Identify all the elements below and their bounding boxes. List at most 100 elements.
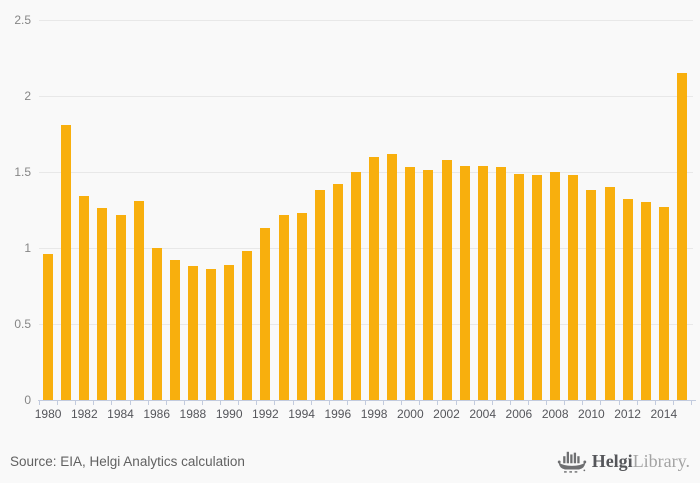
x-axis-tick bbox=[75, 400, 77, 405]
x-axis-tick bbox=[111, 400, 113, 405]
x-axis-label-2006: 2006 bbox=[505, 407, 533, 421]
bar-1991[interactable] bbox=[242, 251, 253, 400]
bar-2006[interactable] bbox=[513, 174, 524, 400]
bar-2004[interactable] bbox=[477, 166, 488, 400]
x-axis-tick bbox=[528, 400, 529, 405]
bar-2008[interactable] bbox=[550, 172, 561, 400]
x-axis-tick bbox=[455, 400, 457, 405]
x-axis-tick bbox=[691, 400, 692, 405]
x-axis-tick bbox=[401, 400, 403, 405]
bar-1982[interactable] bbox=[79, 196, 90, 400]
x-axis-tick bbox=[473, 400, 475, 405]
logo-wordmark: HelgiLibrary. bbox=[592, 451, 690, 471]
bar-2002[interactable] bbox=[441, 160, 452, 400]
bar-2015[interactable] bbox=[676, 73, 687, 400]
bar-2013[interactable] bbox=[640, 202, 651, 400]
bar-2001[interactable] bbox=[423, 170, 434, 400]
x-axis-tick bbox=[346, 400, 348, 405]
x-axis-tick bbox=[419, 400, 421, 405]
x-axis-label-2002: 2002 bbox=[433, 407, 460, 421]
x-axis-label-1990: 1990 bbox=[215, 407, 243, 421]
y-axis-label-2: 2 bbox=[24, 89, 31, 103]
gridline-y-2.5 bbox=[39, 20, 693, 21]
bar-1989[interactable] bbox=[206, 269, 217, 400]
x-axis-tick bbox=[238, 400, 240, 405]
y-axis-label-2.5: 2.5 bbox=[14, 13, 31, 27]
bar-2009[interactable] bbox=[568, 175, 579, 400]
bar-2010[interactable] bbox=[586, 190, 597, 400]
x-axis-tick bbox=[147, 400, 149, 405]
gridline-y-1.5 bbox=[39, 172, 693, 173]
bar-2012[interactable] bbox=[622, 199, 633, 400]
x-axis-tick bbox=[509, 400, 511, 405]
bar-2007[interactable] bbox=[532, 175, 543, 400]
x-axis-label-1980: 1980 bbox=[34, 407, 62, 421]
helgi-library-logo[interactable]: HelgiLibrary. bbox=[557, 448, 690, 475]
bar-1998[interactable] bbox=[369, 157, 380, 400]
x-axis-label-2004: 2004 bbox=[469, 407, 497, 421]
y-axis-label-0.5: 0.5 bbox=[14, 317, 31, 331]
bar-1983[interactable] bbox=[97, 208, 108, 400]
source-note: Source: EIA, Helgi Analytics calculation bbox=[10, 453, 245, 469]
bar-1987[interactable] bbox=[169, 260, 180, 400]
x-axis-tick bbox=[491, 400, 493, 405]
x-axis-tick bbox=[292, 400, 294, 405]
bar-2000[interactable] bbox=[405, 167, 416, 400]
bar-1985[interactable] bbox=[133, 201, 144, 400]
x-axis-tick bbox=[93, 400, 95, 405]
helgi-ship-logo-icon bbox=[557, 448, 587, 475]
bar-1984[interactable] bbox=[115, 215, 126, 400]
x-axis-label-1998: 1998 bbox=[360, 407, 388, 421]
bar-1993[interactable] bbox=[278, 215, 289, 400]
x-axis-tick bbox=[39, 400, 40, 405]
x-axis-tick bbox=[546, 400, 548, 405]
bar-2003[interactable] bbox=[459, 166, 470, 400]
bar-1990[interactable] bbox=[224, 265, 235, 400]
x-axis-label-1986: 1986 bbox=[143, 407, 171, 421]
bar-1995[interactable] bbox=[314, 190, 325, 400]
x-axis-tick bbox=[256, 400, 258, 405]
x-axis-label-1982: 1982 bbox=[70, 407, 98, 421]
bar-1986[interactable] bbox=[151, 248, 162, 400]
bar-1997[interactable] bbox=[350, 172, 361, 400]
bar-2014[interactable] bbox=[658, 207, 669, 400]
gridline-y-0.5 bbox=[39, 324, 693, 325]
x-axis-label-2008: 2008 bbox=[541, 407, 569, 421]
x-axis-label-1994: 1994 bbox=[288, 407, 315, 421]
bar-1996[interactable] bbox=[332, 184, 343, 400]
gridline-y-1 bbox=[39, 248, 693, 249]
x-axis-tick bbox=[636, 400, 638, 405]
bar-1994[interactable] bbox=[296, 213, 307, 400]
bar-2005[interactable] bbox=[495, 167, 506, 400]
x-axis-tick bbox=[672, 400, 674, 405]
x-axis-tick bbox=[437, 400, 439, 405]
x-axis-label-1984: 1984 bbox=[107, 407, 134, 421]
logo-text-helgi: Helgi bbox=[591, 451, 633, 471]
y-axis-label-0: 0 bbox=[24, 393, 31, 407]
x-axis-tick bbox=[618, 400, 620, 405]
x-axis-tick bbox=[220, 400, 222, 405]
x-axis-tick bbox=[328, 400, 330, 405]
x-axis-label-1996: 1996 bbox=[324, 407, 352, 421]
x-axis-tick bbox=[383, 400, 385, 405]
x-axis-label-1988: 1988 bbox=[179, 407, 207, 421]
x-axis-tick bbox=[57, 400, 59, 405]
y-axis-label-1: 1 bbox=[24, 241, 31, 255]
x-axis-label-2000: 2000 bbox=[396, 407, 424, 421]
gridline-y-2 bbox=[39, 96, 693, 97]
logo-text-library: Library. bbox=[632, 451, 690, 471]
bar-1980[interactable] bbox=[43, 254, 54, 400]
x-axis-tick bbox=[183, 400, 185, 405]
x-axis-line bbox=[38, 400, 696, 401]
x-axis-tick bbox=[202, 400, 203, 405]
x-axis-tick bbox=[274, 400, 276, 405]
x-axis-tick bbox=[165, 400, 167, 405]
chart-footer: Source: EIA, Helgi Analytics calculation bbox=[0, 443, 700, 479]
x-axis-tick bbox=[129, 400, 131, 405]
x-axis-label-1992: 1992 bbox=[252, 407, 279, 421]
bar-1992[interactable] bbox=[260, 228, 271, 400]
bar-1981[interactable] bbox=[61, 125, 72, 400]
bar-1999[interactable] bbox=[387, 154, 398, 400]
bar-1988[interactable] bbox=[187, 266, 198, 400]
bar-2011[interactable] bbox=[604, 187, 615, 400]
